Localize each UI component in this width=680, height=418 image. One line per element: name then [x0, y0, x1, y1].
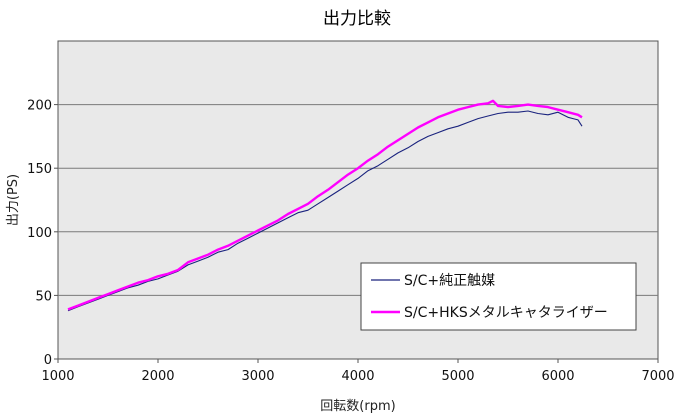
legend: S/C+純正触媒 S/C+HKSメタルキャタライザー	[360, 262, 637, 331]
x-tick-labels: 1000 2000 3000 4000 5000 6000 7000	[41, 359, 675, 384]
series-layer	[67, 99, 583, 312]
chart-title: 出力比較	[323, 9, 391, 29]
series-line-0	[67, 110, 583, 312]
x-tick-label-2: 3000	[241, 369, 274, 384]
series-line-1	[67, 99, 583, 311]
y-tick-label-4: 200	[27, 99, 52, 114]
y-tick-label-3: 150	[27, 162, 52, 177]
x-tick-label-4: 5000	[441, 369, 474, 384]
x-tick-label-0: 1000	[41, 369, 74, 384]
y-axis-label: 出力(PS)	[6, 174, 21, 226]
x-tick-label-6: 7000	[641, 369, 674, 384]
y-tick-labels: 0 50 100 150 200	[27, 99, 58, 368]
x-tick-label-3: 4000	[341, 369, 374, 384]
x-tick-label-1: 2000	[141, 369, 174, 384]
x-axis-label: 回転数(rpm)	[320, 399, 395, 414]
x-tick-label-5: 6000	[541, 369, 574, 384]
legend-label-1: S/C+HKSメタルキャタライザー	[404, 305, 608, 321]
y-tick-label-1: 50	[35, 289, 52, 304]
legend-box	[360, 262, 637, 331]
legend-label-0: S/C+純正触媒	[404, 273, 495, 289]
y-tick-label-0: 0	[44, 353, 52, 368]
y-tick-label-2: 100	[27, 226, 52, 241]
